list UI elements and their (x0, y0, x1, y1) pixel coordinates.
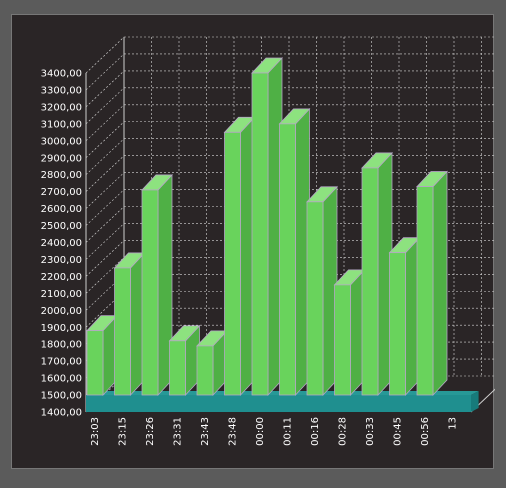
side-gridline (85, 257, 125, 294)
y-tick-label: 3000,00 (41, 136, 82, 147)
side-gridline (85, 104, 125, 142)
bar (416, 186, 434, 396)
x-axis-ticks: 23:03 23:15 23:26 23:31 23:43 23:48 00:00 00:11… (90, 417, 459, 446)
side-gridline (85, 155, 125, 192)
bar (86, 330, 104, 396)
side-gridline (85, 206, 125, 243)
y-tick-label: 2000,00 (41, 306, 82, 317)
y-axis-ticks: 1400,00 1500,00 1600,00 1700,00 1800,00 1900,… (41, 69, 82, 419)
side-gridline (85, 121, 125, 158)
y-tick-label: 1500,00 (41, 391, 82, 402)
side-gridline (85, 172, 125, 209)
floor-front (86, 395, 471, 412)
side-gridline (85, 138, 125, 175)
y-tick-label: 1600,00 (41, 374, 82, 385)
y-tick-label: 2500,00 (41, 221, 82, 232)
x-tick-label: 23:26 (145, 417, 156, 446)
bar (196, 345, 214, 396)
y-tick-label: 2900,00 (41, 153, 82, 164)
x-tick-label: 00:00 (255, 417, 266, 446)
y-tick-label: 2800,00 (41, 170, 82, 181)
y-tick-label: 2100,00 (41, 289, 82, 300)
x-tick-label: 00:11 (282, 417, 293, 446)
y-tick-label: 2600,00 (41, 204, 82, 215)
bar (169, 340, 186, 396)
x-tick-label: 23:31 (172, 417, 183, 446)
y-tick-label: 1700,00 (41, 357, 82, 368)
floor-side (471, 391, 479, 412)
y-tick-label: 1400,00 (41, 408, 82, 419)
x-tick-label: 00:45 (392, 417, 403, 446)
y-tick-label: 3400,00 (41, 69, 82, 80)
y-tick-label: 2300,00 (41, 255, 82, 266)
bar-side (432, 170, 448, 397)
y-tick-label: 2700,00 (41, 187, 82, 198)
bar (306, 201, 324, 396)
y-tick-label: 2400,00 (41, 238, 82, 249)
side-gridline (85, 274, 125, 311)
side-gridline (85, 36, 125, 74)
bar (279, 123, 296, 396)
side-gridline (85, 70, 125, 108)
side-gridline (85, 87, 125, 125)
x-tick-label: 23:48 (227, 417, 238, 446)
bar-chart-3d: 1400,00 1500,00 1600,00 1700,00 1800,00 1900,… (41, 36, 495, 446)
chart-frame: 1400,00 1500,00 1600,00 1700,00 1800,00 1900,… (11, 14, 495, 469)
bar (361, 167, 379, 396)
side-gridline (85, 189, 125, 226)
side-gridline (85, 223, 125, 260)
chart-bars (86, 56, 448, 397)
side-gridline (85, 240, 125, 277)
y-tick-label: 3300,00 (41, 85, 82, 96)
bar (251, 72, 269, 396)
x-tick-label: 00:28 (337, 417, 348, 446)
side-gridline (85, 291, 125, 328)
x-tick-label: 00:56 (420, 417, 431, 446)
x-tick-label: 00:33 (365, 417, 376, 446)
x-tick-label: 23:43 (200, 417, 211, 446)
x-tick-label: 00:16 (310, 417, 321, 446)
bar (389, 252, 406, 396)
x-tick-label: 23:15 (117, 417, 128, 446)
bar (114, 267, 131, 396)
y-tick-label: 2200,00 (41, 272, 82, 283)
x-tick-label: 13 (447, 417, 458, 430)
x-tick-label: 23:03 (90, 417, 101, 446)
y-tick-label: 3100,00 (41, 119, 82, 130)
y-tick-label: 1800,00 (41, 340, 82, 351)
side-gridline (85, 53, 125, 91)
bar (224, 131, 241, 396)
bar (334, 284, 351, 396)
bar (141, 189, 159, 396)
y-tick-label: 3200,00 (41, 102, 82, 113)
y-tick-label: 1900,00 (41, 323, 82, 334)
